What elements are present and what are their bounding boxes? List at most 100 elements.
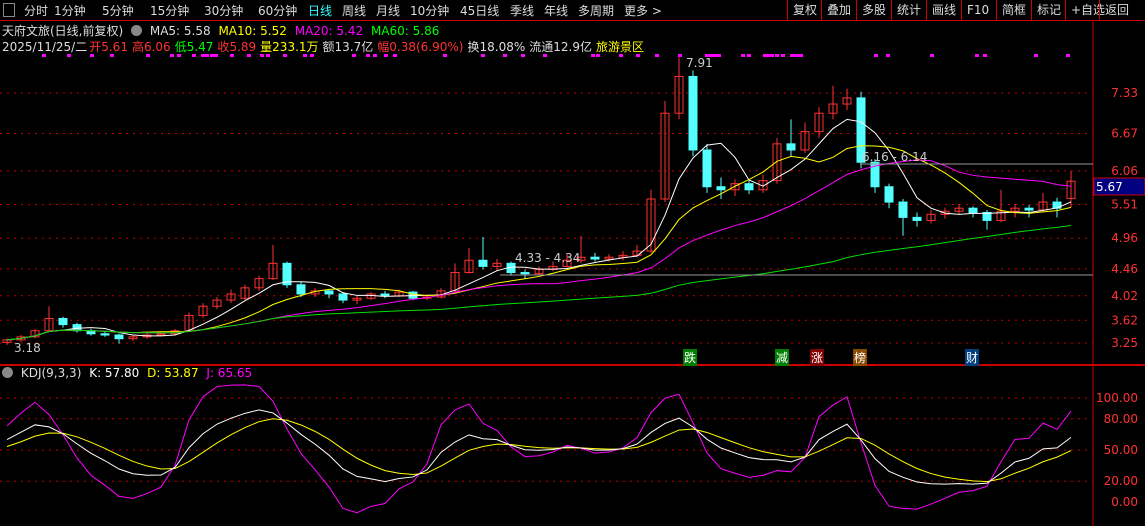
event-marker[interactable]: 涨 — [810, 349, 825, 366]
toolbar-action-0[interactable]: 复权 — [787, 0, 822, 20]
toolbar-action-1[interactable]: 叠加 — [821, 0, 856, 20]
candle-body — [464, 259, 474, 274]
sidebar-toggle-icon[interactable] — [3, 3, 15, 17]
period-tab-8[interactable]: 月线 — [376, 4, 401, 18]
kdj-settings-icon[interactable] — [2, 367, 13, 378]
signal-dot — [192, 54, 196, 57]
period-tab-12[interactable]: 年线 — [544, 4, 569, 18]
sector-link[interactable]: 旅游景区 — [595, 40, 644, 54]
period-tab-14[interactable]: 更多 > — [624, 4, 662, 18]
candle-body — [30, 330, 40, 338]
kdj-j: J: 65.65 — [206, 366, 253, 380]
kdj-tick-label: 0.00 — [1111, 495, 1138, 509]
period-tab-11[interactable]: 季线 — [510, 4, 535, 18]
candle-body — [380, 293, 390, 297]
close-label: 收 — [217, 40, 230, 54]
candle-body — [212, 299, 222, 307]
signal-dot — [790, 54, 794, 57]
signal-dot — [983, 54, 987, 57]
toolbar-action-6[interactable]: 简框 — [996, 0, 1031, 20]
signal-dot — [303, 54, 307, 57]
candle-body — [1010, 207, 1020, 212]
signal-dot — [366, 54, 370, 57]
period-tab-2[interactable]: 5分钟 — [102, 4, 134, 18]
candle-body — [58, 317, 68, 326]
candle-body — [842, 97, 852, 105]
signal-dot — [619, 54, 623, 57]
signal-dot — [205, 54, 209, 57]
event-marker[interactable]: 财 — [965, 349, 980, 366]
period-tab-6[interactable]: 日线 — [308, 4, 333, 18]
ma20-line — [6, 159, 1072, 341]
candle-body — [604, 256, 614, 260]
ma-settings-icon[interactable] — [131, 25, 143, 36]
candle-body — [912, 216, 922, 221]
open-label: 开 — [89, 40, 102, 54]
candle-body — [114, 334, 124, 340]
toolbar-action-4[interactable]: 画线 — [926, 0, 961, 20]
period-toolbar: 分时 1分钟 5分钟 15分钟 30分钟 60分钟 日线 周线 月线 10分钟 45日线 季线 年线 多周… — [0, 0, 1145, 21]
candle-body — [1024, 207, 1034, 211]
candle-body — [786, 143, 796, 151]
period-tab-3[interactable]: 15分钟 — [150, 4, 190, 18]
signal-dot — [678, 54, 682, 57]
period-tab-7[interactable]: 周线 — [342, 4, 367, 18]
candle-body — [576, 256, 586, 261]
date: 2025/11/25/二 — [2, 40, 88, 54]
signal-dot — [393, 54, 397, 57]
candle-body — [156, 333, 166, 336]
signal-dot — [266, 54, 270, 57]
toolbar-action-3[interactable]: 统计 — [891, 0, 926, 20]
toolbar-action-5[interactable]: F10 — [961, 0, 994, 20]
toolbar-action-8[interactable]: +自选 — [1065, 0, 1110, 20]
quote-line: 2025/11/25/二 开5.61 高6.06 低5.47 收5.89 量233.1万额… — [2, 38, 648, 55]
signal-dot — [775, 54, 779, 57]
candle-body — [296, 284, 306, 295]
toolbar-action-9[interactable]: 返回 — [1099, 0, 1134, 20]
candle-body — [590, 256, 600, 260]
low-label: 低 — [174, 40, 187, 54]
event-marker[interactable]: 减 — [775, 349, 790, 366]
candle-body — [828, 103, 838, 114]
period-tab-0[interactable]: 分时 — [24, 4, 49, 18]
event-marker[interactable]: 跌 — [683, 349, 698, 366]
signal-dot — [210, 54, 214, 57]
low-value: 5.47 — [186, 40, 214, 54]
candle-body — [240, 287, 250, 299]
chg-label: 幅 — [377, 40, 390, 54]
signal-dot — [975, 54, 979, 57]
signal-dot — [146, 54, 150, 57]
kdj-d-line — [6, 418, 1072, 483]
candle-body — [940, 210, 950, 215]
signal-dot — [741, 54, 745, 57]
period-tab-9[interactable]: 10分钟 — [410, 4, 450, 18]
candle-body — [898, 201, 908, 218]
period-tab-4[interactable]: 30分钟 — [204, 4, 244, 18]
candle-body — [660, 112, 670, 200]
signal-dot — [170, 54, 174, 57]
period-tab-1[interactable]: 1分钟 — [54, 4, 86, 18]
candle-body — [926, 213, 936, 221]
period-tab-5[interactable]: 60分钟 — [258, 4, 298, 18]
candle-body — [870, 161, 880, 188]
period-tab-13[interactable]: 多周期 — [578, 4, 615, 18]
toolbar-action-7[interactable]: 标记 — [1031, 0, 1066, 20]
candle-body — [128, 336, 138, 340]
signal-dot — [636, 54, 640, 57]
candle-body — [982, 211, 992, 221]
candle-body — [884, 186, 894, 203]
open-value: 5.61 — [101, 40, 128, 54]
event-marker[interactable]: 榜 — [853, 349, 868, 366]
toolbar-action-2[interactable]: 多股 — [856, 0, 891, 20]
signal-dot — [521, 54, 525, 57]
candle-body — [730, 183, 740, 191]
high-value: 6.06 — [143, 40, 171, 54]
chg-value: 0.38(6.90%) — [389, 40, 464, 54]
signal-dot — [886, 54, 890, 57]
period-tab-10[interactable]: 45日线 — [460, 4, 500, 18]
candle-body — [618, 254, 628, 258]
candle-body — [856, 97, 866, 163]
kdj-title: KDJ(9,3,3) — [20, 366, 82, 380]
candle-body — [562, 259, 572, 267]
